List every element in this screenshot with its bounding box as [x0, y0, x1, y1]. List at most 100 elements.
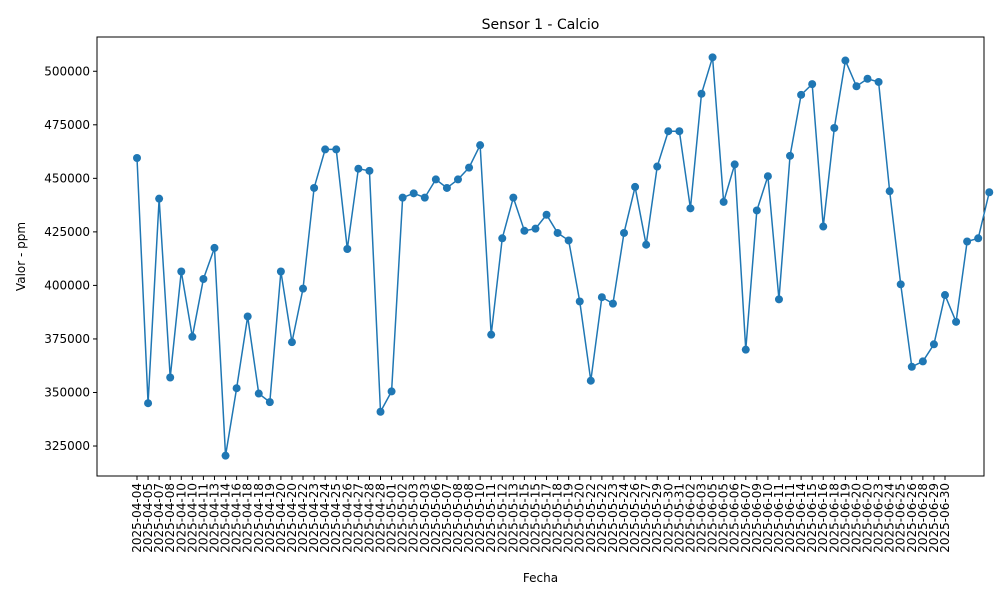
x-tick-label: 2025-05-01 — [385, 483, 399, 553]
data-point — [243, 312, 252, 321]
data-point — [221, 451, 230, 460]
y-tick-label: 325000 — [44, 439, 90, 453]
x-tick-label: 2025-06-03 — [694, 483, 708, 553]
x-tick-label: 2025-05-12 — [495, 483, 509, 553]
x-tick-label: 2025-05-08 — [462, 483, 476, 553]
x-tick-label: 2025-06-28 — [916, 483, 930, 553]
x-tick-label: 2025-04-19 — [263, 483, 277, 553]
data-point — [155, 194, 164, 203]
data-point — [885, 187, 894, 196]
data-point — [287, 338, 296, 347]
data-point — [276, 267, 285, 276]
x-tick-label: 2025-06-20 — [849, 483, 863, 553]
data-point — [763, 172, 772, 181]
x-tick-label: 2025-04-07 — [152, 483, 166, 553]
data-point — [841, 56, 850, 65]
x-tick-label: 2025-04-13 — [207, 483, 221, 553]
y-axis: 325000 350000 375000 400000 425000 450000 4750… — [44, 64, 97, 453]
data-point — [465, 163, 474, 172]
data-point — [199, 274, 208, 283]
y-tick-label: 500000 — [44, 64, 90, 78]
x-tick-label: 2025-04-16 — [230, 483, 244, 553]
data-point — [398, 193, 407, 202]
x-tick-label: 2025-06-24 — [883, 483, 897, 553]
y-axis-label: Valor - ppm — [14, 222, 28, 291]
data-point — [476, 141, 485, 150]
data-point — [210, 243, 219, 252]
data-point — [675, 127, 684, 136]
x-tick-label: 2025-05-22 — [595, 483, 609, 553]
x-tick-label: 2025-05-31 — [672, 483, 686, 553]
data-point — [686, 204, 695, 213]
data-point — [929, 340, 938, 349]
x-tick-label: 2025-04-10 — [174, 483, 188, 553]
x-tick-label: 2025-05-23 — [606, 483, 620, 553]
x-tick-label: 2025-06-16 — [816, 483, 830, 553]
data-point — [608, 299, 617, 308]
data-point — [321, 145, 330, 154]
data-point — [774, 295, 783, 304]
x-tick-label: 2025-04-24 — [318, 483, 332, 553]
data-point — [520, 226, 529, 235]
x-tick-label: 2025-05-27 — [639, 483, 653, 553]
x-tick-label: 2025-06-19 — [838, 483, 852, 553]
data-point — [830, 124, 839, 133]
x-tick-label: 2025-04-14 — [219, 483, 233, 553]
x-tick-label: 2025-05-10 — [473, 483, 487, 553]
data-point — [719, 197, 728, 206]
data-point — [420, 193, 429, 202]
x-tick-label: 2025-05-17 — [540, 483, 554, 553]
data-point — [310, 183, 319, 192]
data-point — [941, 291, 949, 300]
x-tick-label: 2025-06-23 — [872, 483, 886, 553]
data-point — [453, 175, 462, 184]
x-tick-label: 2025-05-22 — [584, 483, 598, 553]
x-tick-label: 2025-06-11 — [772, 483, 786, 553]
data-point — [642, 240, 651, 249]
x-tick-label: 2025-06-25 — [894, 483, 908, 553]
x-tick-label: 2025-06-29 — [927, 483, 941, 553]
y-tick-label: 400000 — [44, 278, 90, 292]
x-tick-label: 2025-05-30 — [661, 483, 675, 553]
x-tick-label: 2025-04-28 — [362, 483, 376, 553]
data-point — [332, 145, 341, 154]
y-tick-label: 425000 — [44, 225, 90, 239]
y-tick-label: 450000 — [44, 171, 90, 185]
x-tick-label: 2025-04-18 — [241, 483, 255, 553]
data-point — [265, 398, 274, 407]
data-point — [177, 267, 186, 276]
x-tick-label: 2025-04-11 — [196, 483, 210, 553]
data-point — [299, 284, 308, 293]
x-tick-label: 2025-06-14 — [794, 483, 808, 553]
x-tick-label: 2025-04-27 — [351, 483, 365, 553]
x-tick-label: 2025-06-05 — [706, 483, 720, 553]
data-point — [708, 53, 717, 62]
data-point — [963, 237, 972, 246]
x-tick-label: 2025-05-24 — [617, 483, 631, 553]
y-tick-label: 475000 — [44, 118, 90, 132]
data-point — [808, 80, 817, 89]
x-tick-label: 2025-06-11 — [783, 483, 797, 553]
data-point — [564, 236, 573, 245]
data-point — [542, 210, 551, 219]
data-point — [487, 330, 496, 339]
x-tick-label: 2025-05-07 — [440, 483, 454, 553]
x-tick-label: 2025-06-10 — [761, 483, 775, 553]
x-tick-label: 2025-05-03 — [418, 483, 432, 553]
data-point — [166, 373, 175, 382]
x-tick-label: 2025-04-28 — [374, 483, 388, 553]
data-point — [376, 407, 385, 416]
x-tick-label: 2025-06-02 — [683, 483, 697, 553]
x-tick-label: 2025-04-26 — [340, 483, 354, 553]
data-point — [431, 175, 440, 184]
data-point — [974, 234, 983, 243]
data-point — [907, 362, 916, 371]
x-tick-label: 2025-04-18 — [252, 483, 266, 553]
data-point — [653, 162, 662, 171]
data-point — [354, 164, 363, 173]
x-tick-label: 2025-06-26 — [905, 483, 919, 553]
data-point — [664, 127, 673, 136]
x-tick-label: 2025-05-03 — [407, 483, 421, 553]
series-layer — [133, 53, 994, 460]
plot-frame — [96, 36, 985, 477]
